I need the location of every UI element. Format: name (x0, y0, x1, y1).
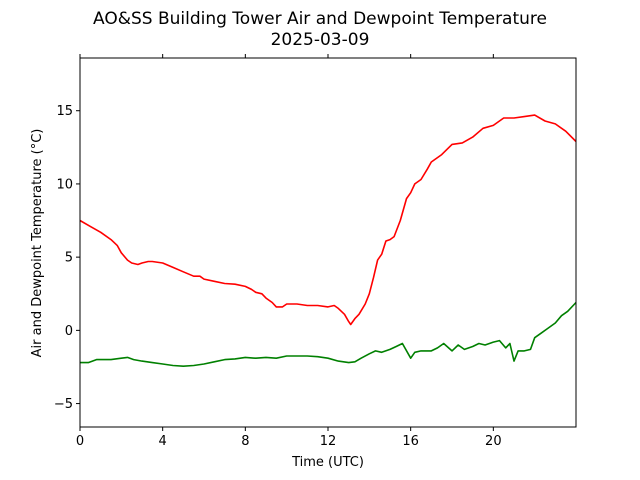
y-tick-label: 15 (56, 104, 73, 119)
series-line-1 (80, 301, 577, 368)
chart-subtitle: 2025-03-09 (271, 30, 370, 50)
x-tick-label: 16 (402, 434, 419, 449)
x-tick-label: 4 (159, 434, 167, 449)
series-line-0 (79, 114, 577, 326)
y-axis-label: Air and Dewpoint Temperature (°C) (30, 129, 45, 358)
x-tick-label: 0 (76, 434, 84, 449)
chart-title: AO&SS Building Tower Air and Dewpoint Te… (93, 9, 547, 29)
x-axis-label: Time (UTC) (291, 455, 364, 470)
x-tick-label: 20 (485, 434, 502, 449)
y-tick-label: −5 (54, 397, 73, 412)
x-tick-label: 8 (241, 434, 249, 449)
y-tick-label: 0 (65, 324, 73, 339)
series-layer (79, 114, 577, 368)
x-tick-label: 12 (320, 434, 337, 449)
ticks-layer: 0 4 8 12 16 20 −5 0 5 10 15 (54, 54, 502, 449)
plot-frame (79, 57, 577, 428)
y-tick-label: 5 (65, 251, 73, 266)
y-tick-label: 10 (56, 177, 73, 192)
